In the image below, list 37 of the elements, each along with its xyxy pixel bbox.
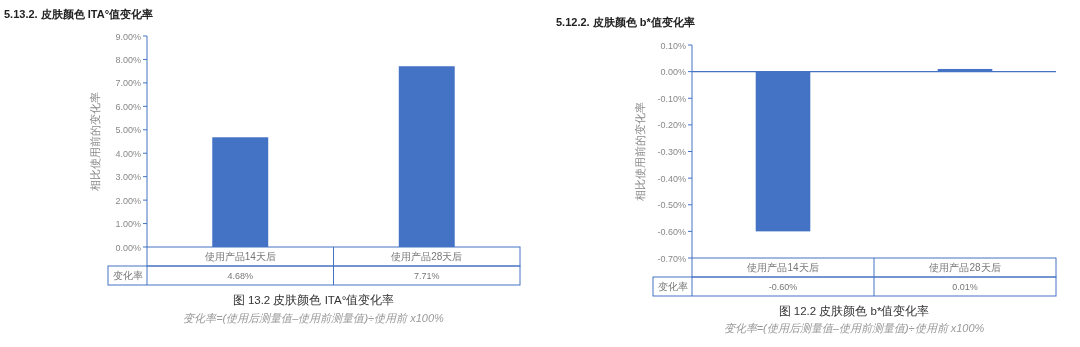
y-tick-label: -0.50%	[657, 200, 686, 211]
y-tick-label: -0.40%	[657, 173, 686, 184]
y-tick-label: 9.00%	[115, 31, 141, 42]
y-tick-label: 0.00%	[660, 67, 686, 78]
data-label: 0.01%	[952, 282, 978, 292]
caption: 图 13.2 皮肤颜色 ITA°值变化率	[232, 293, 395, 306]
y-tick-label: 0.10%	[660, 40, 686, 51]
data-label: 7.71%	[413, 271, 440, 281]
y-tick-label: -0.30%	[657, 147, 686, 157]
x-tick-label: 使用产品14天后	[204, 251, 276, 262]
data-label: 4.68%	[227, 271, 254, 281]
y-tick-label: 8.00%	[115, 54, 141, 65]
y-tick-label: 2.00%	[115, 195, 141, 206]
text: 变化率=(使用后测量值–使用前测量值)÷使用前 x100%	[723, 322, 985, 334]
data-label: -0.60%	[768, 282, 798, 292]
x-tick-label: 使用产品14天后	[747, 262, 819, 273]
y-tick-label: -0.60%	[657, 226, 686, 237]
caption: 图 12.2 皮肤颜色 b*值变化率	[778, 304, 930, 317]
text: 变化率	[657, 281, 688, 292]
y-tick-label: 1.00%	[115, 219, 141, 230]
y-tick-label: 6.00%	[115, 101, 141, 112]
chart-title: 5.13.2. 皮肤颜色 ITA°值变化率	[4, 8, 154, 20]
y-tick-label: -0.20%	[657, 120, 686, 131]
text: 变化率	[112, 270, 143, 281]
y-tick-label: -0.10%	[657, 93, 686, 104]
y-tick-label: 0.00%	[115, 242, 141, 253]
y-tick-label: 4.00%	[115, 148, 141, 159]
chart-title: 5.12.2. 皮肤颜色 b*值变化率	[556, 16, 695, 28]
y-axis-title: 相比使用前的变化率	[89, 92, 101, 191]
text: 变化率=(使用后测量值–使用前测量值)÷使用前 x100%	[183, 312, 445, 324]
y-tick-label: 3.00%	[115, 172, 141, 183]
y-tick-label: 7.00%	[115, 78, 141, 89]
y-tick-label: 5.00%	[115, 125, 141, 136]
y-tick-label: -0.70%	[657, 253, 686, 264]
x-tick-label: 使用产品28天后	[929, 262, 1001, 273]
y-axis-title: 相比使用前的变化率	[634, 102, 646, 201]
x-tick-label: 使用产品28天后	[391, 251, 463, 262]
